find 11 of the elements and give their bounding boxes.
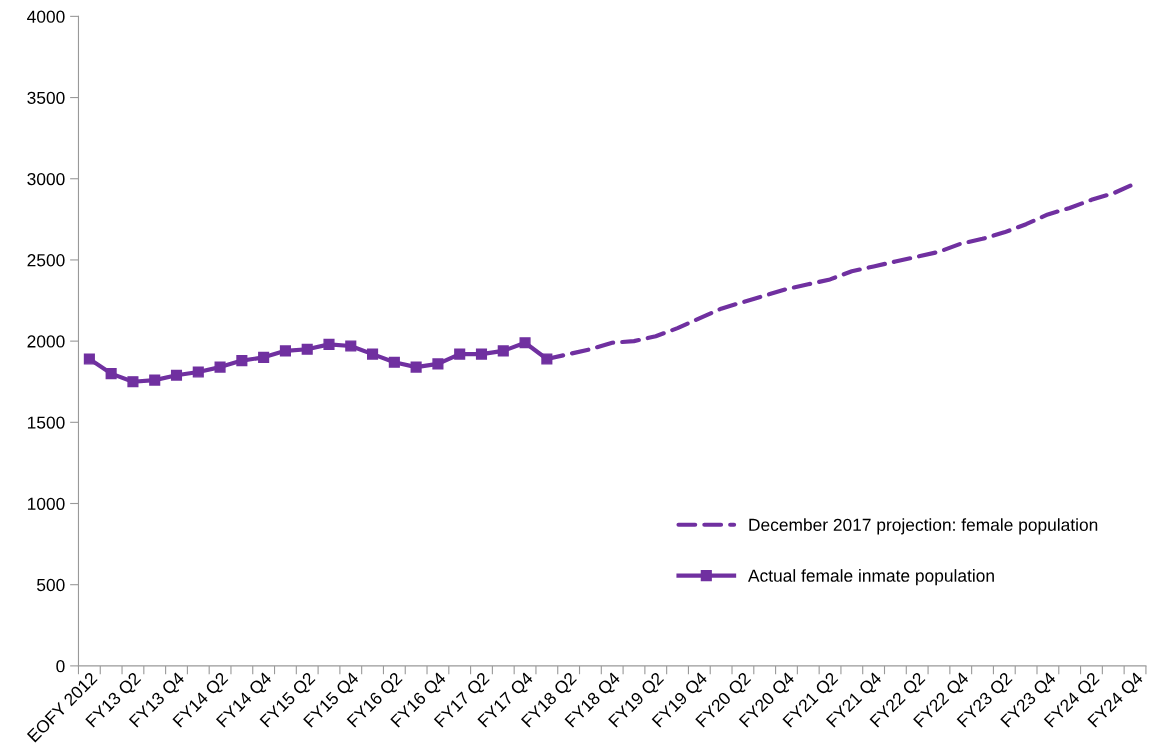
y-tick-label: 4000 bbox=[27, 10, 65, 23]
legend-label: Actual female inmate population bbox=[748, 569, 994, 586]
y-tick-label: 0 bbox=[56, 660, 65, 673]
y-tick-label: 1000 bbox=[27, 497, 65, 510]
legend-label: December 2017 projection: female population bbox=[749, 518, 1098, 535]
y-tick-label: 1500 bbox=[27, 416, 65, 429]
y-tick-label: 500 bbox=[37, 578, 65, 592]
y-tick-label: 3500 bbox=[27, 91, 65, 105]
y-tick-label: 2000 bbox=[27, 335, 65, 348]
y-tick-label: 3000 bbox=[27, 172, 65, 186]
y-tick-label: 2500 bbox=[27, 254, 65, 267]
